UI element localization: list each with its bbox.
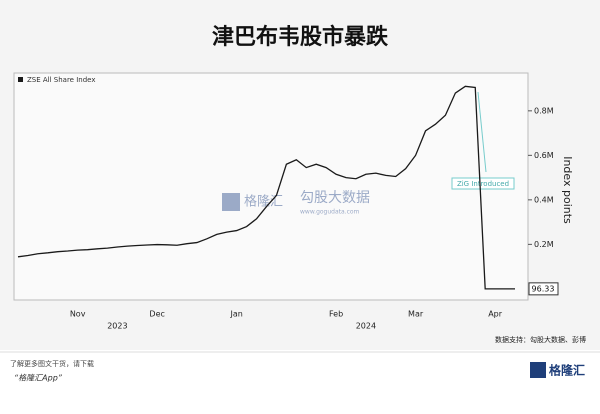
x-tick-label: Jan [230, 310, 243, 319]
last-value-box [528, 282, 559, 296]
annotation: ZiG Introduced [457, 180, 509, 188]
y-tick-label: 0.8M [534, 106, 554, 115]
annotation-leader [477, 91, 487, 173]
footer-logo: 格隆汇 [549, 363, 585, 378]
x-group-label: 2023 [107, 322, 127, 331]
legend-swatch [18, 77, 23, 82]
watermark-url: www.gogudata.com [300, 209, 360, 216]
line [17, 85, 515, 290]
x-group-label: 2024 [356, 322, 376, 331]
y-tick-label: 0.6M [534, 151, 554, 160]
watermark: 格隆汇 勾股大数据 www.gogudata.com [222, 190, 370, 216]
x-tick-label: Feb [329, 310, 343, 319]
y-axis-label: Index points [561, 156, 574, 224]
watermark-name: 勾股大数据 [300, 190, 370, 206]
legend-label: ZSE All Share Index [27, 76, 96, 84]
x-tick-label: Dec [149, 310, 164, 319]
chart-title: 津巴布韦股市暴跌 [212, 24, 389, 50]
source: 数据支持：勾股大数据、彭博 [495, 335, 586, 344]
footer-logo-icon [530, 362, 546, 378]
footer-line1: 了解更多图文干货，请下载 [10, 359, 94, 368]
y-tick-label: 0.2M [534, 240, 554, 249]
watermark-brand: 格隆汇 [244, 194, 283, 210]
watermark-icon [222, 193, 240, 211]
y-tick-label: 0.4M [534, 195, 554, 204]
annotation-box [451, 177, 515, 190]
x-tick-label: Mar [408, 310, 424, 319]
x-tick-label: Apr [488, 310, 503, 319]
plot-area [13, 72, 529, 301]
x-tick-label: Nov [70, 310, 86, 319]
last-value-label: 96.33 [532, 284, 555, 293]
footer-line2: “格隆汇App” [14, 374, 63, 383]
